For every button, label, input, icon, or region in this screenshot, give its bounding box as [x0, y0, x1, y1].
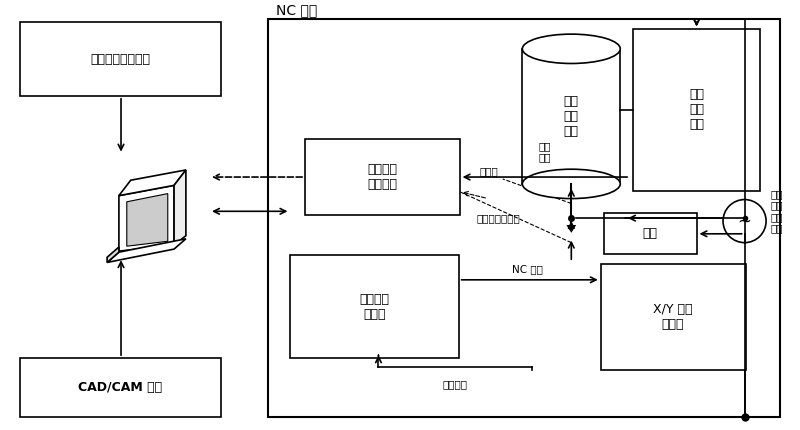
Text: CAD/CAM 编程: CAD/CAM 编程	[78, 381, 162, 394]
Bar	[20, 22, 221, 96]
Polygon shape	[174, 170, 186, 245]
Bar	[305, 139, 460, 215]
Text: ~: ~	[738, 212, 751, 230]
Polygon shape	[119, 185, 174, 251]
Text: NC 代码: NC 代码	[512, 264, 542, 274]
Polygon shape	[107, 247, 119, 262]
Bar	[522, 49, 620, 184]
Text: 间隙电压
检测装置: 间隙电压 检测装置	[367, 163, 398, 191]
Polygon shape	[126, 194, 168, 246]
Text: 钨探针: 钨探针	[479, 166, 498, 176]
Text: 位置信号: 位置信号	[442, 380, 467, 390]
Polygon shape	[119, 170, 186, 196]
Text: 电极
夹持
装置: 电极 夹持 装置	[564, 95, 579, 138]
Bar	[601, 264, 746, 370]
Text: 放电
电压: 放电 电压	[538, 141, 551, 163]
Bar	[268, 19, 780, 417]
Text: 工件: 工件	[642, 227, 658, 240]
Text: X/Y 精密
位移台: X/Y 精密 位移台	[654, 303, 693, 331]
Ellipse shape	[522, 169, 620, 199]
Polygon shape	[107, 239, 186, 262]
Bar	[20, 358, 221, 417]
Ellipse shape	[522, 34, 620, 64]
Text: 纳米
放电
加工
电源: 纳米 放电 加工 电源	[770, 189, 782, 233]
Polygon shape	[566, 225, 576, 233]
Bar	[633, 29, 760, 191]
Bar	[604, 213, 697, 255]
Text: NC 代码: NC 代码	[276, 3, 317, 18]
Text: 多轴运动
控制器: 多轴运动 控制器	[359, 293, 390, 321]
Text: 电极
给移
位台: 电极 给移 位台	[689, 89, 704, 132]
Text: 纳米线、纳米管: 纳米线、纳米管	[476, 213, 520, 223]
Text: 放电间隙控制算法: 放电间隙控制算法	[90, 52, 150, 66]
Bar	[290, 255, 458, 358]
